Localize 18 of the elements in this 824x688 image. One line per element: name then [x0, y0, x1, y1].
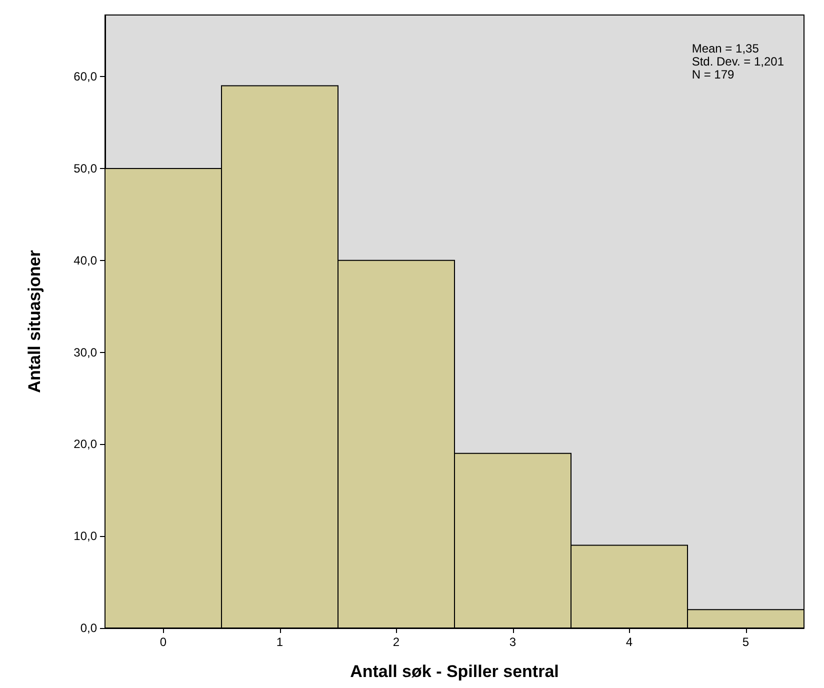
x-tick-label: 0 [160, 635, 167, 649]
x-axis-title: Antall søk - Spiller sentral [350, 662, 559, 681]
x-tick-label: 1 [276, 635, 284, 649]
annotation: Std. Dev. = 1,201 [692, 54, 784, 68]
x-tick-label: 4 [626, 635, 633, 649]
y-tick-label: 40,0 [74, 253, 98, 268]
y-tick-label: 20,0 [74, 437, 98, 452]
x-tick-label: 5 [742, 635, 750, 649]
y-tick-label: 50,0 [74, 161, 98, 176]
y-tick-label: 0,0 [80, 621, 98, 635]
y-axis-title: Antall situasjoner [25, 250, 44, 393]
annotation: N = 179 [692, 68, 735, 82]
annotation: Mean = 1,35 [692, 42, 760, 56]
x-tick-label: 2 [392, 635, 400, 649]
y-tick-label: 30,0 [74, 345, 98, 360]
y-tick-label: 60,0 [74, 70, 98, 84]
y-tick-label: 10,0 [74, 529, 98, 544]
x-tick-label: 3 [509, 635, 516, 649]
